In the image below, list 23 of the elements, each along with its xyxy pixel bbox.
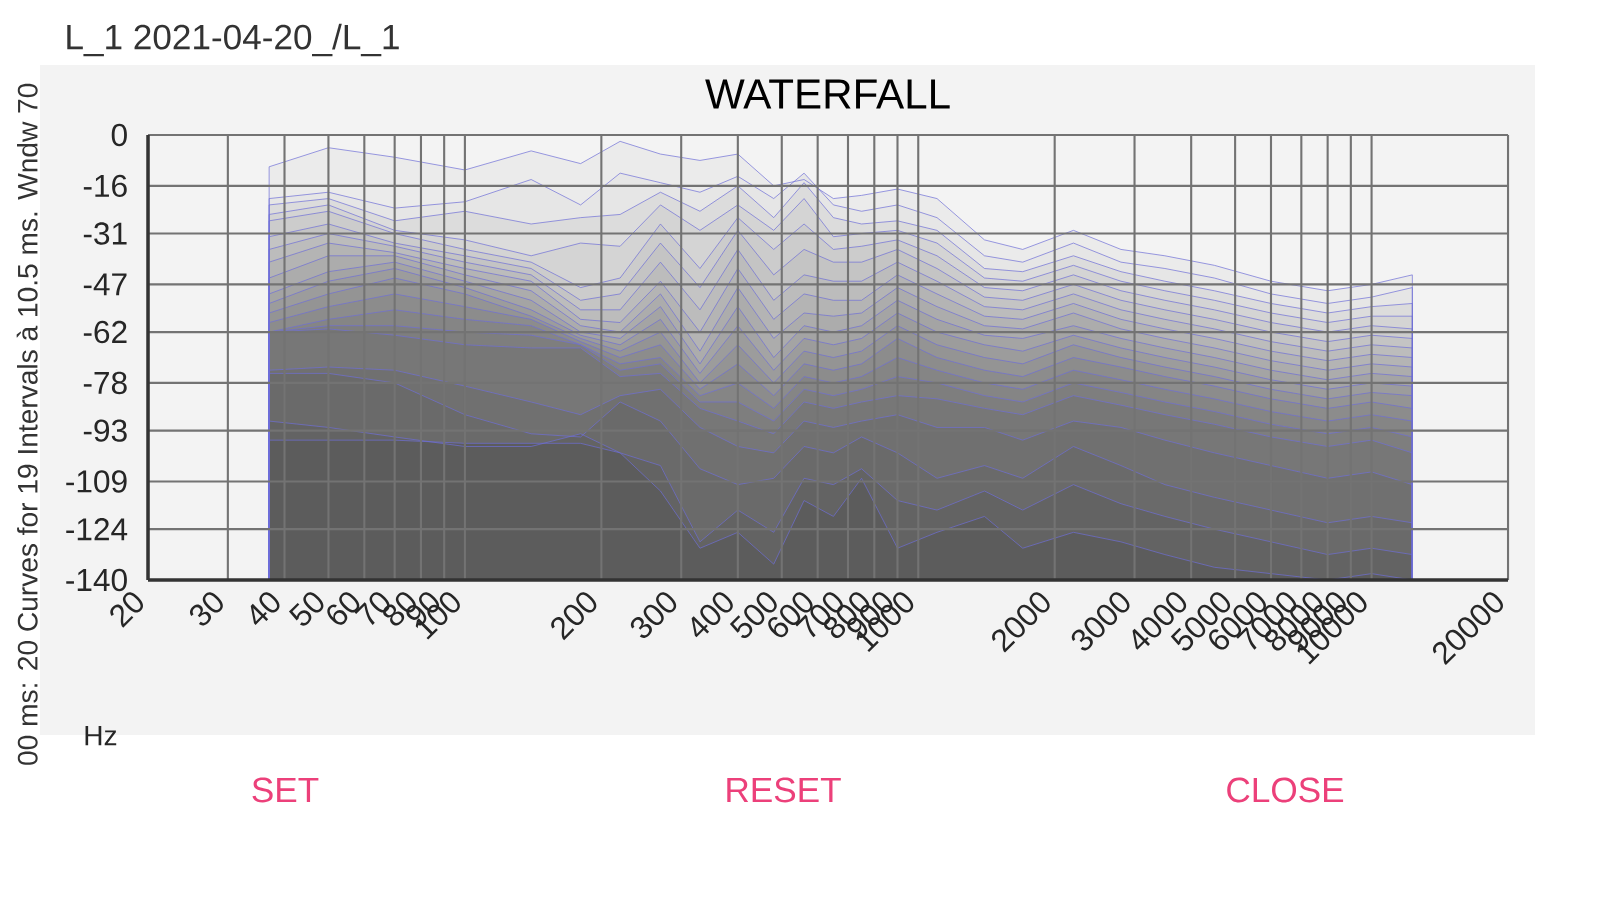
y-tick-label: -78 (83, 371, 127, 395)
text: RESET (727, 777, 841, 803)
y-tick-label: -62 (83, 320, 127, 344)
y-tick-label: -93 (83, 419, 127, 442)
y-tick-label: -31 (83, 222, 127, 245)
chart-title: WATERFALL (705, 79, 950, 109)
y-tick-label: -109 (66, 470, 127, 493)
chart-subtitle: L_1 2021-04-20_/L_1 (67, 23, 399, 57)
y-tick-label: -47 (83, 273, 127, 296)
text: SET (252, 777, 319, 803)
x-tick-label: 50 (288, 592, 324, 626)
y-tick-label: 0 (111, 123, 127, 147)
x-tick-label: 20 (110, 592, 144, 628)
y-axis-title: 00 ms: 20 Curves for 19 Intervals à 10.5 ms. Wndw 70 (16, 83, 38, 765)
y-tick-label: -124 (66, 518, 128, 541)
x-tick-label: 200 (551, 592, 597, 641)
y-tick-label: -140 (66, 568, 127, 592)
text: CLOSE (1227, 777, 1344, 803)
y-tick-label: -16 (83, 174, 127, 198)
x-tick-label: 300 (630, 592, 677, 638)
x-tick-label: 30 (189, 592, 223, 626)
x-tick-label: 40 (250, 592, 280, 625)
x-axis-title: Hz (85, 725, 117, 746)
